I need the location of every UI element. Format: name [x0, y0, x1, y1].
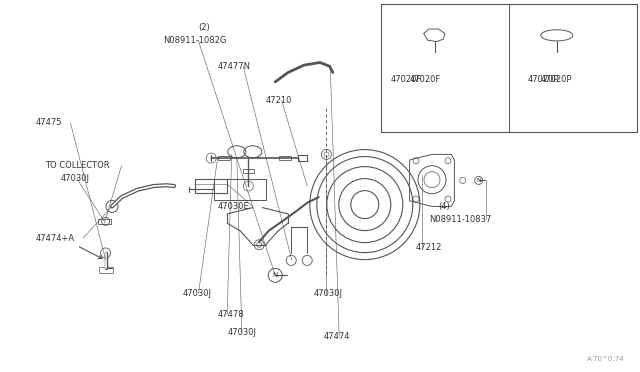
Text: N: N [476, 178, 481, 183]
Text: 47020P: 47020P [541, 76, 573, 84]
Text: 47030J: 47030J [314, 289, 342, 298]
Text: 47020P: 47020P [528, 76, 559, 84]
Text: TO COLLECTOR: TO COLLECTOR [45, 161, 109, 170]
Bar [99, 267, 113, 273]
Bar [218, 156, 230, 160]
Bar [195, 179, 227, 193]
Text: (2): (2) [198, 23, 210, 32]
Text: N: N [273, 272, 278, 278]
Text: 47030J: 47030J [227, 328, 256, 337]
Text: 47212: 47212 [416, 243, 442, 252]
Bar [279, 156, 291, 160]
Text: 47030J: 47030J [61, 174, 90, 183]
Text: 47030J: 47030J [182, 289, 211, 298]
Text: A·70^0.74: A·70^0.74 [586, 356, 624, 362]
Bar [243, 169, 254, 173]
Bar [98, 219, 111, 224]
Bar [214, 179, 266, 200]
Text: 47020F: 47020F [410, 76, 441, 84]
Text: N08911-10837: N08911-10837 [429, 215, 491, 224]
Text: 47477N: 47477N [218, 62, 251, 71]
Text: (4): (4) [438, 202, 450, 211]
Text: 47478: 47478 [218, 310, 244, 319]
Bar [381, 4, 637, 132]
Text: 47210: 47210 [266, 96, 292, 105]
Text: 47020F: 47020F [391, 76, 422, 84]
Text: 47475: 47475 [35, 118, 61, 127]
Text: 47474+A: 47474+A [35, 234, 74, 243]
Text: 47474: 47474 [323, 332, 349, 341]
Text: 47030E: 47030E [218, 202, 250, 211]
Text: N08911-1082G: N08911-1082G [163, 36, 227, 45]
